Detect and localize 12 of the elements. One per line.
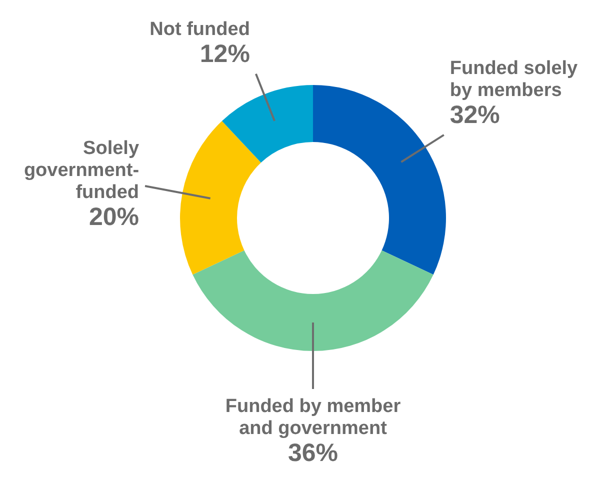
donut-slice <box>180 121 261 275</box>
donut-slice <box>313 85 446 275</box>
slice-label: Funded by member and government <box>225 396 402 439</box>
donut-slice <box>192 250 434 351</box>
slice-label: Solely government-funded <box>24 138 140 203</box>
slice-label: Not funded <box>150 18 250 40</box>
donut-slice <box>222 85 313 163</box>
slice-label: Funded solely by members <box>450 58 578 101</box>
data-label: 36% <box>288 439 338 467</box>
data-label: 32% <box>450 100 500 129</box>
data-label: 20% <box>88 202 140 231</box>
data-label: 12% <box>200 40 250 68</box>
